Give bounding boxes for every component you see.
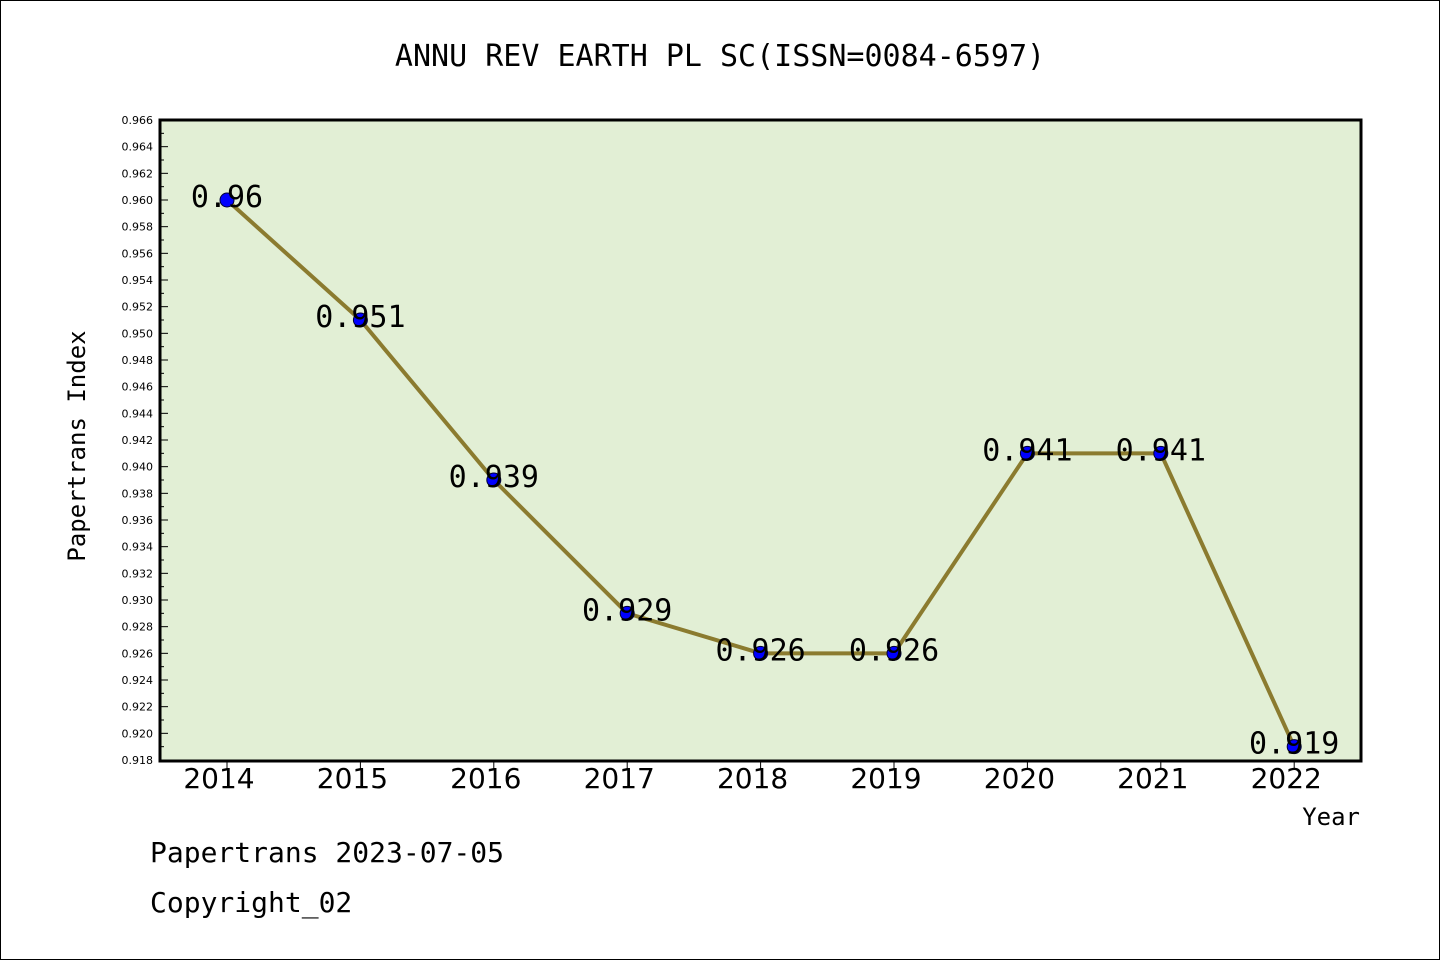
data-label: 0.96 bbox=[191, 180, 263, 215]
y-tick-label: 0.964 bbox=[122, 141, 154, 154]
data-label: 0.926 bbox=[849, 633, 939, 668]
footer-copyright: Copyright_02 bbox=[150, 886, 353, 919]
series-points bbox=[219, 192, 1302, 755]
data-point bbox=[219, 192, 235, 208]
data-label: 0.941 bbox=[982, 433, 1072, 468]
x-tick-label: 2016 bbox=[450, 762, 521, 795]
x-axis-label: Year bbox=[1302, 803, 1360, 831]
data-label: 0.941 bbox=[1116, 433, 1206, 468]
y-tick-label: 0.922 bbox=[122, 701, 154, 714]
data-point bbox=[1153, 445, 1169, 461]
data-point bbox=[1019, 445, 1035, 461]
y-tick-label: 0.966 bbox=[122, 114, 154, 127]
y-tick-label: 0.930 bbox=[122, 594, 154, 607]
chart-title: ANNU REV EARTH PL SC(ISSN=0084-6597) bbox=[395, 39, 1045, 74]
data-label: 0.919 bbox=[1249, 727, 1339, 762]
data-point bbox=[486, 472, 502, 488]
footer-date: Papertrans 2023-07-05 bbox=[150, 836, 505, 869]
y-tick-label: 0.940 bbox=[122, 461, 154, 474]
data-point bbox=[619, 605, 635, 621]
x-tick-label: 2020 bbox=[984, 762, 1055, 795]
y-tick-label: 0.960 bbox=[122, 194, 154, 207]
data-label: 0.951 bbox=[315, 300, 405, 335]
y-tick-label: 0.944 bbox=[122, 407, 154, 420]
y-tick-label: 0.946 bbox=[122, 381, 154, 394]
y-tick-label: 0.950 bbox=[122, 327, 154, 340]
data-label: 0.929 bbox=[582, 593, 672, 628]
x-tick-label: 2021 bbox=[1117, 762, 1188, 795]
x-tick-label: 2018 bbox=[717, 762, 788, 795]
data-point bbox=[753, 645, 769, 661]
y-tick-label: 0.918 bbox=[122, 754, 154, 767]
y-axis: 0.918 0.920 0.922 0.924 0.926 0.928 0.930 0.932… bbox=[122, 114, 168, 767]
y-tick-label: 0.928 bbox=[122, 621, 154, 634]
x-tick-label: 2022 bbox=[1251, 762, 1322, 795]
data-point bbox=[352, 312, 368, 328]
y-tick-label: 0.948 bbox=[122, 354, 154, 367]
x-axis: 2014 2015 2016 2017 2018 2019 2020 2021 2022 bbox=[183, 761, 1322, 795]
data-labels: 0.96 0.951 0.939 0.929 0.926 0.926 0.941 0.941 0… bbox=[191, 180, 1339, 762]
data-label: 0.939 bbox=[449, 460, 539, 495]
data-point bbox=[1286, 739, 1302, 755]
y-tick-label: 0.958 bbox=[122, 221, 154, 234]
x-tick-label: 2015 bbox=[317, 762, 388, 795]
y-tick-label: 0.938 bbox=[122, 487, 154, 500]
y-tick-label: 0.932 bbox=[122, 567, 154, 580]
y-tick-label: 0.920 bbox=[122, 727, 154, 740]
y-tick-label: 0.962 bbox=[122, 167, 154, 180]
y-axis-label: Papertrans Index bbox=[63, 330, 91, 561]
y-tick-label: 0.924 bbox=[122, 674, 154, 687]
data-point bbox=[886, 645, 902, 661]
x-tick-label: 2017 bbox=[584, 762, 655, 795]
y-tick-label: 0.926 bbox=[122, 647, 154, 660]
x-tick-label: 2019 bbox=[850, 762, 921, 795]
data-label: 0.926 bbox=[715, 633, 805, 668]
y-tick-label: 0.934 bbox=[122, 541, 154, 554]
y-tick-label: 0.942 bbox=[122, 434, 154, 447]
y-tick-label: 0.936 bbox=[122, 514, 154, 527]
y-tick-label: 0.954 bbox=[122, 274, 154, 287]
y-tick-label: 0.952 bbox=[122, 301, 154, 314]
y-tick-label: 0.956 bbox=[122, 247, 154, 260]
x-tick-label: 2014 bbox=[183, 762, 254, 795]
